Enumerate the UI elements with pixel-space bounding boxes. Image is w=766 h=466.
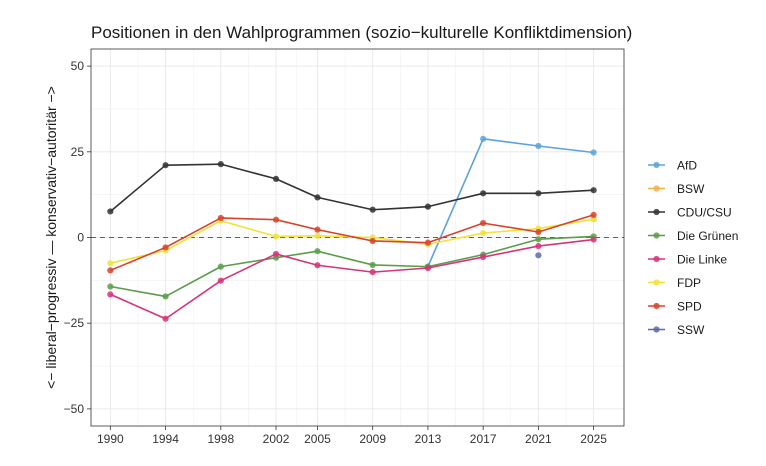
- data-point-die-gr-nen-1998: [217, 263, 224, 270]
- data-point-die-gr-nen-2009: [369, 261, 376, 269]
- legend-item-bsw: BSW: [648, 182, 705, 196]
- legend-label-cdu-csu: CDU/CSU: [677, 206, 732, 220]
- legend-label-die-gr-nen: Die Grünen: [677, 229, 738, 243]
- legend: AfD BSW CDU/CSU Die Grünen Die Linke FDP SPD SS…: [648, 159, 738, 337]
- legend-item-die-linke: Die Linke: [648, 253, 727, 267]
- legend-label-afd: AfD: [677, 159, 697, 173]
- data-point-die-linke-2009: [369, 269, 376, 276]
- legend-key-point: [653, 208, 660, 216]
- legend-key-point: [653, 302, 660, 310]
- x-tick-label: 2002: [263, 432, 290, 446]
- legend-key-point: [653, 255, 660, 263]
- legend-key-point: [653, 185, 660, 192]
- data-point-spd-1994: [162, 244, 169, 251]
- data-point-afd-2021: [535, 142, 542, 150]
- data-point-cdu-csu-2021: [535, 190, 542, 197]
- legend-label-fdp: FDP: [677, 276, 701, 290]
- data-point-cdu-csu-2025: [590, 187, 597, 194]
- data-point-cdu-csu-2017: [480, 190, 487, 197]
- data-point-cdu-csu-2013: [424, 203, 432, 210]
- data-point-fdp-2025: [590, 216, 597, 223]
- data-point-die-linke-2021: [535, 242, 542, 250]
- legend-item-spd: SPD: [648, 300, 702, 314]
- x-tick-label: 1994: [152, 432, 179, 446]
- x-tick-label: 1998: [207, 432, 234, 446]
- data-point-die-linke-2025: [590, 236, 597, 243]
- data-point-spd-2005: [314, 226, 321, 233]
- legend-item-afd: AfD: [648, 159, 697, 173]
- x-tick-label: 2009: [359, 432, 386, 446]
- y-tick-label: 50: [71, 59, 85, 73]
- data-point-fdp-1990: [107, 260, 114, 267]
- legend-label-bsw: BSW: [677, 182, 705, 196]
- series-line-die-linke: [110, 238, 594, 320]
- data-point-spd-2017: [480, 220, 487, 227]
- data-point-die-linke-2005: [314, 262, 321, 269]
- data-point-spd-2002: [272, 216, 280, 223]
- series-line-spd: [110, 214, 594, 272]
- chart-title: Positionen in den Wahlprogrammen (sozio−…: [91, 23, 632, 42]
- data-point-die-gr-nen-1994: [162, 293, 169, 300]
- data-point-die-gr-nen-1990: [107, 283, 114, 290]
- series-line-cdu-csu: [109, 163, 594, 213]
- data-point-cdu-csu-1990: [107, 208, 114, 215]
- data-point-spd-2025: [590, 211, 597, 218]
- data-point-afd-2025: [590, 149, 597, 156]
- x-tick-label: 2013: [415, 432, 442, 446]
- data-point-die-linke-1990: [107, 291, 114, 298]
- y-tick-label: 0: [77, 231, 84, 245]
- data-point-die-gr-nen-2005: [314, 248, 321, 255]
- data-point-die-linke-1998: [217, 277, 224, 284]
- series-line-fdp: [110, 218, 594, 264]
- data-point-fdp-2005: [314, 232, 321, 239]
- data-point-die-linke-2017: [480, 253, 487, 261]
- plot-area: −50 −25 0 25 50 1990 1994 1998 2002 2005 2009 2013 2…: [64, 48, 625, 446]
- y-tick-label: −50: [64, 402, 85, 416]
- data-point-ssw-2021: [535, 252, 542, 259]
- data-point-fdp-2017: [480, 229, 487, 237]
- data-point-spd-1998: [217, 214, 224, 222]
- data-point-die-gr-nen-2021: [535, 236, 542, 243]
- y-axis-label: <− liberal−progressiv — konservativ−auto…: [43, 86, 59, 389]
- legend-key-point: [653, 161, 660, 169]
- x-tick-label: 2005: [304, 432, 331, 446]
- legend-item-fdp: FDP: [648, 276, 701, 290]
- data-point-cdu-csu-1998: [217, 161, 224, 168]
- x-tick-label: 2021: [525, 432, 552, 446]
- x-tick-label: 2025: [580, 432, 607, 446]
- data-point-spd-1990: [107, 267, 114, 274]
- legend-label-ssw: SSW: [677, 323, 705, 337]
- data-point-fdp-2002: [272, 233, 280, 240]
- x-tick-label: 1990: [97, 432, 124, 446]
- data-point-spd-2009: [369, 237, 376, 245]
- y-tick-label: −25: [64, 316, 85, 330]
- legend-item-ssw: SSW: [648, 323, 705, 337]
- legend-item-die-gr-nen: Die Grünen: [648, 229, 738, 243]
- data-point-cdu-csu-2005: [314, 194, 321, 201]
- x-tick-label: 2017: [470, 432, 497, 446]
- y-tick-label: 25: [71, 145, 85, 159]
- series-line-afd: [427, 137, 594, 267]
- data-point-spd-2021: [535, 228, 542, 236]
- legend-key-point: [653, 232, 660, 239]
- legend-label-spd: SPD: [677, 300, 702, 314]
- legend-item-cdu-csu: CDU/CSU: [648, 206, 732, 220]
- data-point-spd-2013: [424, 239, 432, 246]
- data-point-die-linke-1994: [162, 315, 169, 322]
- legend-label-die-linke: Die Linke: [677, 253, 727, 267]
- legend-key-point: [653, 279, 660, 286]
- data-point-die-linke-2002: [272, 250, 280, 258]
- data-point-die-linke-2013: [424, 264, 432, 272]
- data-point-cdu-csu-1994: [162, 162, 169, 169]
- data-point-cdu-csu-2002: [272, 175, 280, 182]
- legend-key-point: [653, 326, 660, 333]
- series-line-die-gr-nen: [110, 235, 594, 298]
- data-point-cdu-csu-2009: [369, 206, 376, 213]
- data-point-afd-2017: [480, 135, 487, 142]
